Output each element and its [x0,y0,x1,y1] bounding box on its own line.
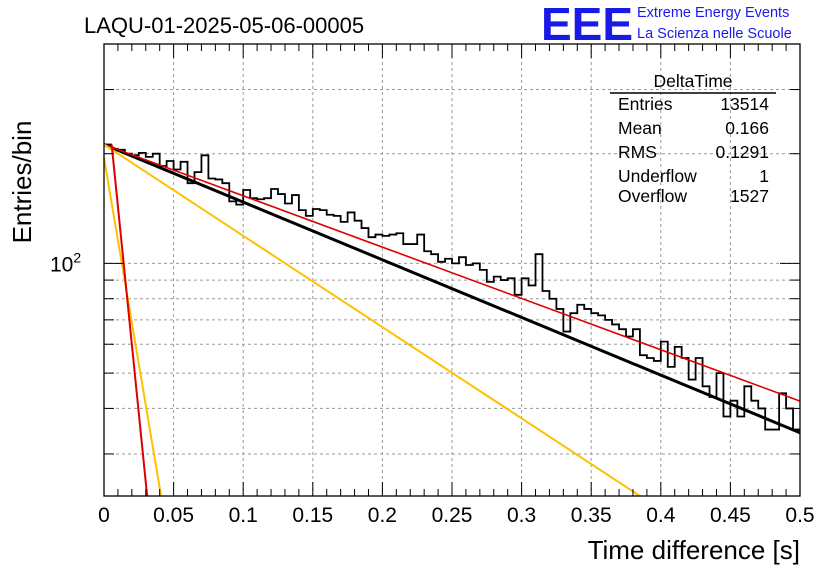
stats-value-entries: 13514 [720,94,769,114]
stats-title: DeltaTime [653,71,732,91]
stats-box: DeltaTime Entries 13514 Mean 0.166 RMS 0… [610,71,776,206]
stats-value-overflow: 1527 [730,186,769,206]
eee-logo-mark: EEE [541,0,633,50]
x-tick-label: 0.2 [368,504,397,527]
grid-lines [104,44,800,496]
x-tick-label: 0.25 [432,504,473,527]
x-tick-label: 0.35 [571,504,612,527]
stats-label-rms: RMS [618,142,657,162]
histogram-bars [104,143,800,431]
y-tick-label: 102 [50,249,81,276]
stats-label-underflow: Underflow [618,166,697,186]
y-axis-label: Entries/bin [7,121,37,244]
fit-curve [103,143,801,435]
stats-label-mean: Mean [618,118,662,138]
stats-value-rms: 0.1291 [715,142,769,162]
fit-curve [110,144,149,497]
stats-value-mean: 0.166 [725,118,769,138]
fit-curve [103,143,801,402]
axis-ticks: 0 0.05 0.1 0.15 0.2 0.25 0.3 0.35 0.4 0.45 0.5 102 [50,44,815,527]
x-tick-label: 0.5 [785,504,814,527]
x-tick-label: 0.15 [292,504,333,527]
fit-curve [103,143,641,497]
logo-line-1: Extreme Energy Events [637,5,789,21]
x-tick-label: 0.05 [153,504,194,527]
chart-title: LAQU-01-2025-05-06-00005 [84,13,364,38]
histogram-outline [104,143,800,431]
x-tick-label: 0 [98,504,110,527]
x-tick-label: 0.45 [710,504,751,527]
logo-line-2: La Scienza nelle Scuole [637,26,792,42]
x-tick-label: 0.3 [507,504,536,527]
fit-curves [103,143,801,497]
x-tick-label: 0.4 [646,504,676,527]
fit-curve [103,157,163,497]
x-axis-label: Time difference [s] [588,535,800,565]
stats-label-overflow: Overflow [618,186,687,206]
x-tick-label: 0.1 [229,504,258,527]
stats-label-entries: Entries [618,94,673,114]
stats-value-underflow: 1 [759,166,769,186]
